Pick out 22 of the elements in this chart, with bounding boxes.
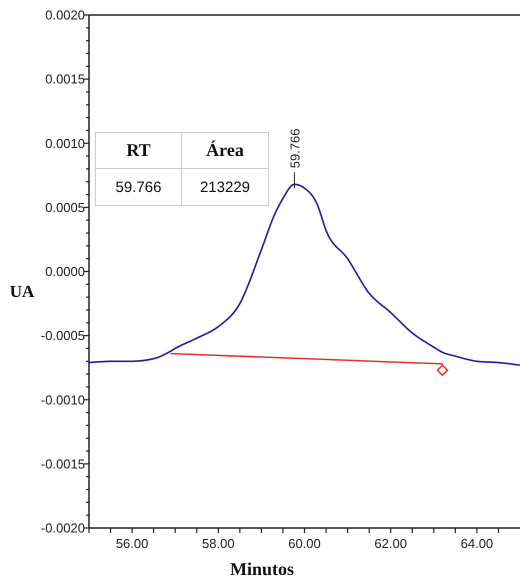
y-tick-label: 0.0005 — [45, 200, 85, 215]
x-tick-label: 58.00 — [202, 536, 235, 551]
y-tick-label: -0.0015 — [40, 456, 85, 472]
x-tick-label: 62.00 — [374, 536, 407, 551]
y-tick-label: 0.0010 — [45, 136, 85, 151]
y-tick-label: -0.0005 — [40, 328, 85, 344]
x-tick-label: 64.00 — [460, 536, 494, 551]
annotation: 59.766 — [96, 168, 182, 206]
x-tick-label: 56.00 — [116, 536, 148, 551]
y-tick-label: -0.0020 — [40, 520, 85, 536]
x-tick-label: 60.00 — [288, 536, 321, 551]
y-tick-label: 0.0020 — [45, 8, 85, 23]
x-axis-title: Minutos — [230, 559, 294, 579]
line-series — [88, 183, 520, 366]
annotation: 59.766 — [287, 128, 302, 168]
y-tick-label: 0.0000 — [45, 264, 85, 280]
y-axis-title: UA — [10, 282, 35, 301]
y-tick-label: -0.0010 — [40, 392, 85, 408]
annotation: RT — [96, 132, 182, 168]
y-tick-label: 0.0015 — [45, 72, 85, 87]
annotation: 213229 — [182, 168, 268, 206]
annotation: Área — [182, 132, 268, 168]
